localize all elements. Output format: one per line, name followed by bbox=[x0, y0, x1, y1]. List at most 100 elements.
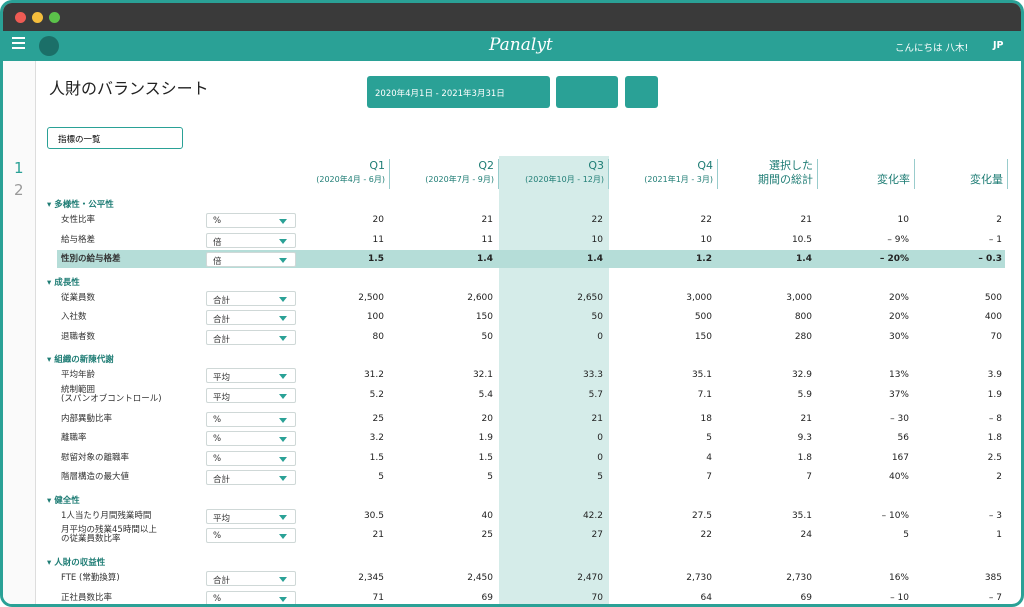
cell-value: 150 bbox=[475, 312, 493, 322]
column-label: 選択した 期間の総計 bbox=[758, 159, 813, 186]
aggregation-dropdown[interactable]: % bbox=[206, 450, 296, 466]
row-label: 従業員数 bbox=[61, 292, 96, 303]
aggregation-dropdown[interactable]: % bbox=[206, 411, 296, 427]
cell-value: – 10% bbox=[881, 510, 909, 521]
cell-value: 70 bbox=[990, 331, 1002, 342]
column-header: 変化量 bbox=[916, 159, 1008, 189]
aggregation-dropdown[interactable]: 合計 bbox=[206, 290, 296, 306]
close[interactable] bbox=[15, 12, 26, 23]
aggregation-dropdown[interactable]: % bbox=[206, 213, 296, 228]
cell-value: 69 bbox=[481, 592, 493, 603]
sidebar: 1 2 bbox=[3, 61, 36, 604]
cell-value: – 0.3 bbox=[978, 254, 1002, 264]
cell-value: 40 bbox=[481, 510, 493, 521]
cell-value: 3.9 bbox=[987, 370, 1002, 380]
step[interactable]: 2 bbox=[14, 181, 24, 199]
row-label: 正社員数比率 bbox=[61, 592, 113, 603]
cell-value: 20% bbox=[888, 292, 909, 303]
dropdown-text: 指標の一覧 bbox=[58, 135, 101, 145]
row-label: 入社数 bbox=[61, 312, 87, 322]
minimize[interactable] bbox=[32, 12, 43, 23]
cell-value: 500 bbox=[984, 292, 1002, 303]
language[interactable]: JP bbox=[993, 40, 1004, 51]
history[interactable] bbox=[625, 76, 658, 108]
cell-value: 25 bbox=[481, 530, 493, 540]
row-label: 性別の給与格差 bbox=[61, 254, 121, 264]
cell-value: 2,730 bbox=[786, 573, 812, 583]
cell-value: 18 bbox=[700, 413, 712, 424]
cell-value: 2,470 bbox=[577, 573, 603, 583]
row-label: 月平均の残業45時間以上 の従業員数比率 bbox=[61, 525, 157, 544]
column-label: 変化率 bbox=[877, 173, 910, 186]
cell-value: 2,345 bbox=[358, 573, 384, 583]
cell-value: 42.2 bbox=[582, 510, 603, 521]
column-header: Q4 (2021年1月 - 3月) bbox=[609, 159, 718, 189]
maximize[interactable] bbox=[49, 12, 60, 23]
greeting: こんにちは 八木! bbox=[895, 43, 969, 54]
group-header: ▾ 多様性・公平性 bbox=[47, 200, 114, 210]
aggregation-dropdown[interactable]: 平均 bbox=[206, 508, 296, 524]
cell-value: 400 bbox=[984, 312, 1002, 322]
cell-value: 1.9 bbox=[987, 389, 1002, 400]
step[interactable]: 1 bbox=[14, 159, 24, 177]
row-label: 統制範囲 (スパンオブコントロール) bbox=[61, 384, 162, 404]
cell-value: 3,000 bbox=[686, 292, 712, 303]
aggregation-dropdown[interactable]: 合計 bbox=[206, 571, 296, 586]
cell-value: 2,650 bbox=[577, 292, 603, 303]
cell-value: 167 bbox=[891, 452, 909, 463]
cell-value: 20 bbox=[372, 215, 384, 225]
cell-value: 5 bbox=[597, 472, 603, 482]
cell-value: 50 bbox=[481, 331, 493, 342]
cell-value: 1.9 bbox=[478, 433, 493, 443]
column-sublabel: (2021年1月 - 3月) bbox=[644, 175, 713, 184]
column-label: 変化量 bbox=[970, 173, 1003, 186]
aggregation-dropdown[interactable]: 合計 bbox=[206, 470, 296, 485]
cell-value: – 9% bbox=[887, 234, 909, 245]
cell-value: 800 bbox=[794, 312, 812, 322]
cell-value: 3.2 bbox=[369, 433, 384, 443]
date-range[interactable]: 2020年4月1日 - 2021年3月31日 bbox=[367, 76, 550, 108]
cell-value: 2 bbox=[996, 215, 1002, 225]
row-label: 平均年齢 bbox=[61, 370, 96, 380]
cell-value: 1.4 bbox=[796, 254, 812, 264]
cell-value: 27 bbox=[591, 530, 603, 540]
column-label: Q4 bbox=[697, 159, 713, 172]
cell-value: – 1 bbox=[988, 234, 1002, 245]
cell-value: 80 bbox=[372, 331, 384, 342]
aggregation-dropdown[interactable]: 合計 bbox=[206, 310, 296, 325]
cell-value: 5.4 bbox=[478, 389, 493, 400]
cell-value: – 3 bbox=[988, 510, 1002, 521]
row-label: 離職率 bbox=[61, 433, 87, 443]
aggregation-dropdown[interactable]: 倍 bbox=[206, 252, 296, 267]
search[interactable] bbox=[39, 36, 59, 56]
cell-value: 30.5 bbox=[363, 510, 384, 521]
cell-value: 13% bbox=[888, 370, 909, 380]
aggregation-dropdown[interactable]: % bbox=[206, 528, 296, 543]
cell-value: 100 bbox=[366, 312, 384, 322]
aggregation-dropdown[interactable]: 平均 bbox=[206, 387, 296, 403]
cell-value: 280 bbox=[794, 331, 812, 342]
aggregation-dropdown[interactable]: 合計 bbox=[206, 329, 296, 345]
cell-value: 11 bbox=[372, 234, 384, 245]
cell-value: 21 bbox=[800, 413, 812, 424]
cell-value: 1 bbox=[996, 530, 1002, 540]
column-label: Q2 bbox=[478, 159, 494, 172]
aggregation-dropdown[interactable]: 倍 bbox=[206, 232, 296, 248]
logo: Panalyt bbox=[489, 35, 553, 55]
cell-value: 16% bbox=[888, 573, 909, 583]
aggregation-dropdown[interactable]: % bbox=[206, 431, 296, 446]
aggregation-dropdown[interactable]: % bbox=[206, 590, 296, 604]
selected-column bbox=[499, 156, 609, 604]
cell-value: 32.9 bbox=[791, 370, 812, 380]
metric-dropdown[interactable]: 指標の一覧 bbox=[47, 127, 183, 149]
view-toggle[interactable] bbox=[556, 76, 618, 108]
column-header: Q2 (2020年7月 - 9月) bbox=[391, 159, 499, 189]
cell-value: – 7 bbox=[988, 592, 1002, 603]
cell-value: 10 bbox=[591, 234, 603, 245]
aggregation-dropdown[interactable]: 平均 bbox=[206, 368, 296, 383]
menu[interactable] bbox=[12, 37, 25, 49]
cell-value: 20 bbox=[481, 413, 493, 424]
cell-value: 50 bbox=[591, 312, 603, 322]
cell-value: 0 bbox=[597, 331, 603, 342]
